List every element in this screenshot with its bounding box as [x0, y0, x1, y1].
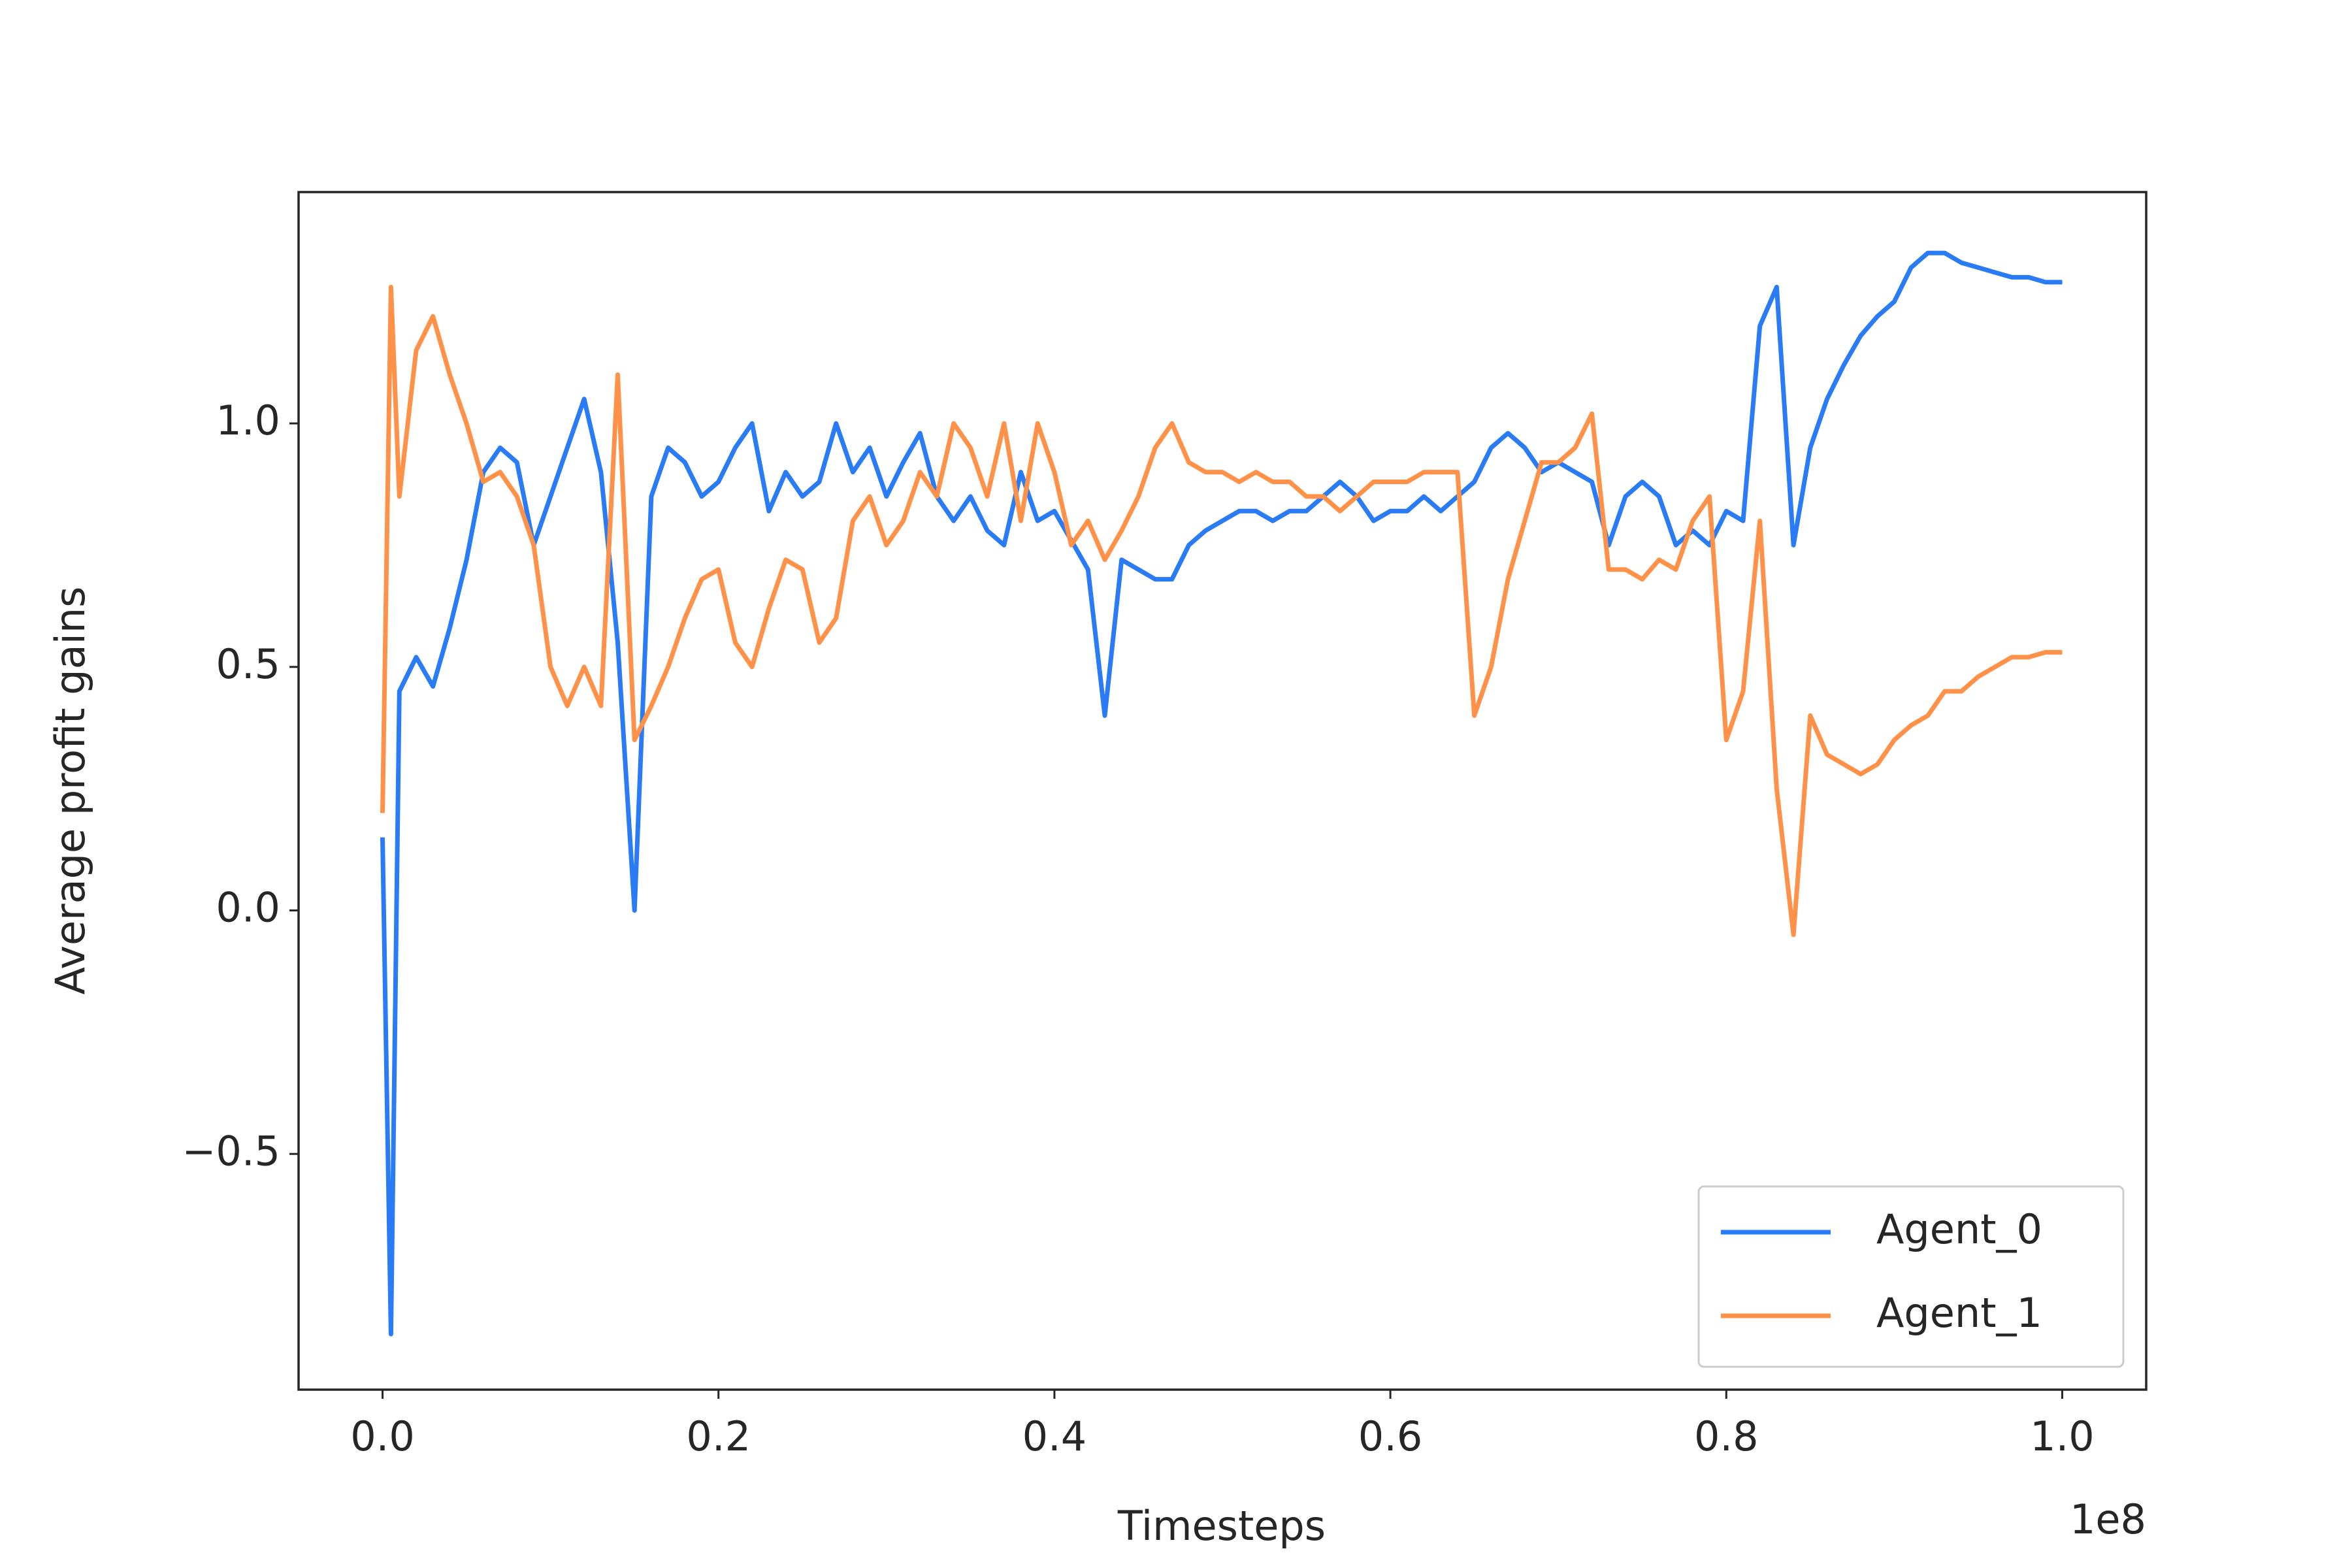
x-tick-label: 0.4: [1022, 1413, 1087, 1460]
data-line: [380, 250, 2063, 1337]
x-tick-label: 0.0: [350, 1413, 415, 1460]
x-tick-label: 0.6: [1358, 1413, 1423, 1460]
x-tick-label: 0.2: [686, 1413, 751, 1460]
x-axis-label: Timesteps: [1117, 1502, 1326, 1550]
axes-frame: [297, 191, 2148, 1391]
x-tick-label: 0.8: [1694, 1413, 1759, 1460]
y-axis-label: Average profit gains: [46, 587, 94, 995]
y-tick-label: 1.0: [216, 397, 280, 444]
legend-label: Agent_1: [1876, 1289, 2042, 1337]
data-line: [380, 284, 2063, 938]
y-tick-label: 0.0: [216, 884, 280, 932]
y-tick-label: −0.5: [182, 1127, 280, 1175]
y-tick-label: 0.5: [216, 640, 280, 688]
x-tick-label: 1.0: [2030, 1413, 2095, 1460]
legend-label: Agent_0: [1876, 1205, 2042, 1253]
x-offset-label: 1e8: [2070, 1495, 2146, 1543]
